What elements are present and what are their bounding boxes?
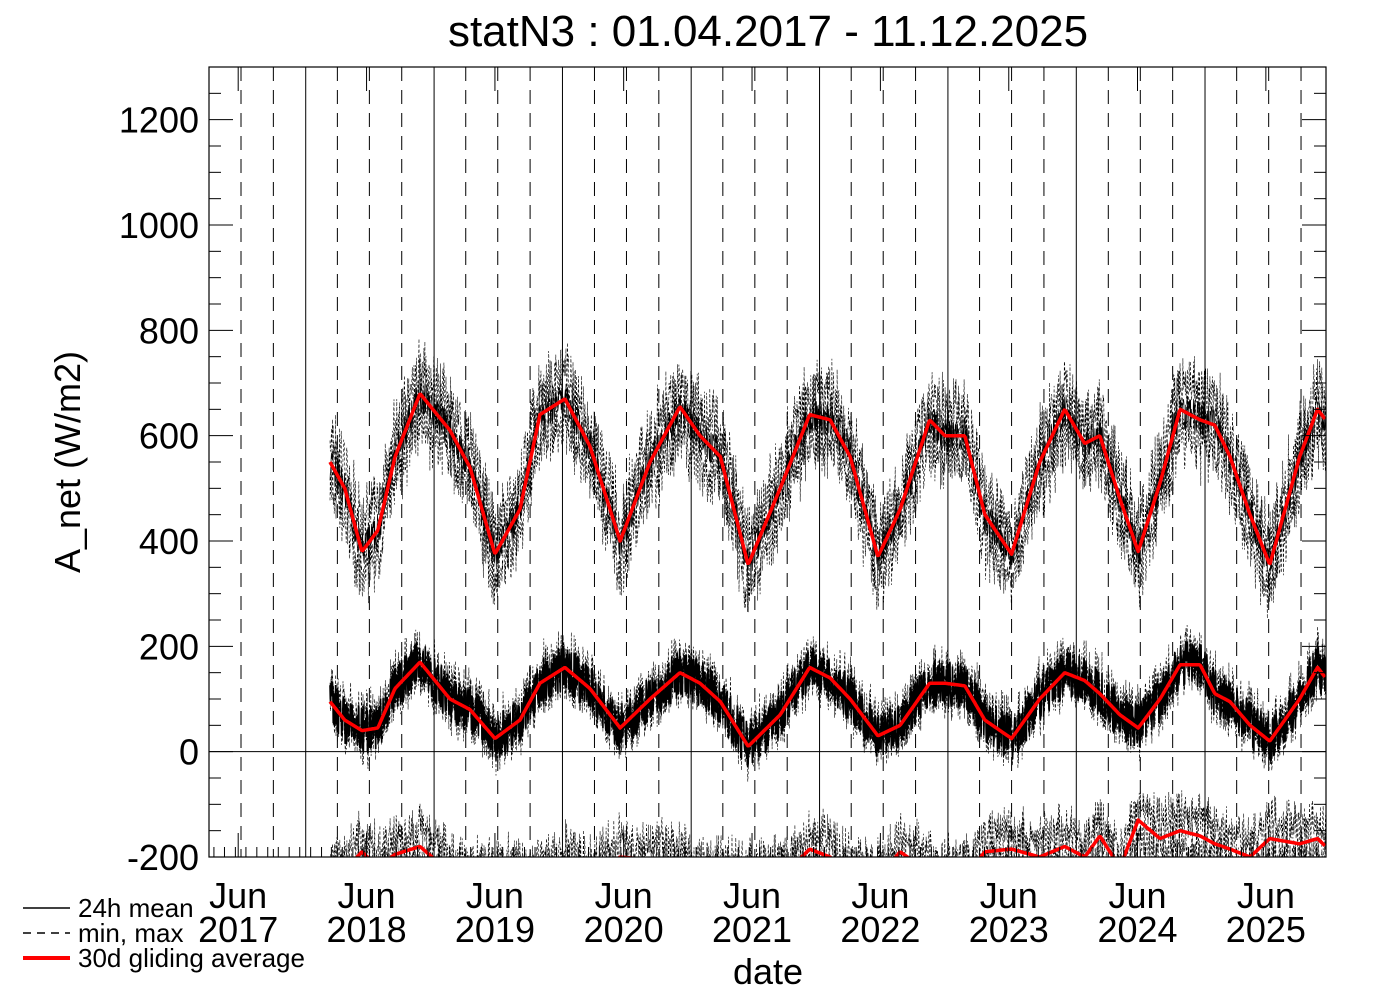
x-tick-label-month: Jun [851,875,909,916]
legend: 24h mean min, max 30d gliding average [23,893,305,973]
y-tick-label: -200 [127,837,199,878]
x-tick-label-month: Jun [209,875,267,916]
x-tick-label-month: Jun [595,875,653,916]
y-axis-label: A_net (W/m2) [47,351,88,573]
x-tick-label-year: 2022 [840,909,920,950]
lower_30d-max-line [329,790,1326,857]
y-tick-label: 200 [139,626,199,667]
x-tick-label-year: 2021 [712,909,792,950]
x-tick-label-month: Jun [466,875,524,916]
x-tick-label-year: 2023 [969,909,1049,950]
chart-title: statN3 : 01.04.2017 - 11.12.2025 [448,7,1088,56]
x-tick-label-month: Jun [1108,875,1166,916]
legend-label-24h-mean: 24h mean [78,893,194,923]
y-tick-label: 1200 [119,100,199,141]
x-tick-label-month: Jun [338,875,396,916]
y-tick-label: 0 [179,732,199,773]
y-tick-label: 1000 [119,205,199,246]
x-tick-label-year: 2024 [1097,909,1177,950]
net_30d-24h-mean-line [329,641,1326,768]
y-tick-label: 600 [139,416,199,457]
upper_30d-30d-average-line [328,392,1326,566]
x-tick-label-year: 2020 [584,909,664,950]
net_30d-30d-average-line [328,660,1326,748]
x-tick-label-month: Jun [1237,875,1295,916]
legend-label-min-max: min, max [78,918,183,948]
lower_30d-30d-average-line [354,818,1326,857]
x-tick-label-month: Jun [980,875,1038,916]
y-tick-label: 400 [139,521,199,562]
legend-label-30d-average: 30d gliding average [78,943,305,973]
x-tick-label-month: Jun [723,875,781,916]
x-tick-label-year: 2017 [198,909,278,950]
axes: -200020040060080010001200Jun2017Jun2018J… [119,66,1326,950]
x-tick-label-year: 2019 [455,909,535,950]
x-axis-label: date [733,951,803,992]
upper_30d-24h-mean-line [329,380,1326,577]
y-tick-label: 800 [139,310,199,351]
series-group [328,338,1326,857]
x-tick-label-year: 2018 [327,909,407,950]
x-tick-label-year: 2025 [1226,909,1306,950]
upper_30d-max-line [329,338,1326,564]
